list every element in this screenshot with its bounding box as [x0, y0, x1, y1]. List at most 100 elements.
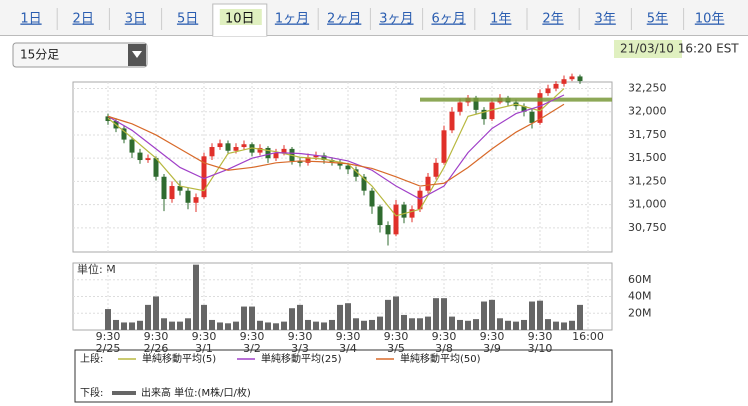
x-tick-label: 9:30: [192, 330, 217, 343]
candle-body: [281, 148, 287, 153]
volume-bar: [113, 319, 119, 330]
candle-body: [129, 139, 135, 153]
legend-box: [74, 349, 613, 403]
tab-bar: [0, 0, 748, 36]
x-tick-label: 16:00: [572, 330, 604, 343]
volume-bar: [577, 304, 583, 330]
candle-body: [561, 79, 567, 84]
volume-bar: [433, 298, 439, 330]
volume-bar: [209, 319, 215, 330]
candle-body: [553, 83, 559, 89]
x-tick-date: 3/10: [528, 342, 553, 355]
x-tick-label: 9:30: [288, 330, 313, 343]
tab[interactable]: 5年: [647, 12, 668, 27]
candle-body: [545, 88, 551, 94]
tab[interactable]: 6ヶ月: [431, 12, 465, 27]
volume-bar: [425, 316, 431, 330]
volume-bar: [329, 319, 335, 330]
candle-body: [305, 157, 311, 163]
tab[interactable]: 10日: [225, 12, 255, 27]
tab[interactable]: 3日: [125, 12, 146, 27]
volume-bar: [441, 298, 447, 330]
tab[interactable]: 5日: [177, 12, 198, 27]
y-tick-label: 30,750: [628, 221, 667, 234]
volume-bar: [321, 322, 327, 330]
x-tick-label: 9:30: [432, 330, 457, 343]
volume-bar: [457, 319, 463, 330]
x-tick-label: 9:30: [336, 330, 361, 343]
tab[interactable]: 2年: [542, 12, 563, 27]
tab[interactable]: 10年: [695, 12, 725, 27]
candle-body: [481, 109, 487, 120]
x-tick-date: 3/2: [243, 342, 261, 355]
candle-body: [265, 147, 271, 159]
tab[interactable]: 3ヶ月: [379, 12, 413, 27]
x-tick-label: 9:30: [144, 330, 169, 343]
candle-body: [273, 152, 279, 159]
y-tick-label: 31,750: [628, 128, 667, 141]
volume-bar: [353, 318, 359, 330]
volume-bar: [497, 318, 503, 330]
volume-bar: [465, 320, 471, 330]
candle-body: [569, 76, 575, 80]
tab[interactable]: 1ヶ月: [275, 12, 309, 27]
volume-bar: [521, 319, 527, 330]
volume-bar: [361, 320, 367, 330]
tab[interactable]: 2ヶ月: [327, 12, 361, 27]
candle-body: [577, 76, 583, 82]
tab[interactable]: 1年: [490, 12, 511, 27]
candle-body: [161, 176, 167, 200]
x-tick-date: 3/8: [435, 342, 453, 355]
candle-body: [201, 156, 207, 198]
dropdown[interactable]: [12, 42, 148, 68]
tab[interactable]: 3年: [595, 12, 616, 27]
volume-bar: [121, 322, 127, 330]
volume-bar: [513, 321, 519, 330]
candle-body: [345, 165, 351, 170]
x-tick-date: 3/3: [291, 342, 309, 355]
candle-body: [153, 158, 159, 177]
candle-body: [441, 130, 447, 163]
dropdown-label: 15分足: [20, 48, 59, 62]
candle-body: [521, 106, 527, 112]
volume-bar: [273, 323, 279, 330]
timestamp: 21/03/10 16:20 EST: [620, 42, 739, 56]
volume-bar: [233, 321, 239, 330]
legend-label: 出来高 単位:(M株/口/枚): [141, 386, 251, 399]
candle-body: [241, 144, 247, 148]
candle-body: [257, 147, 263, 153]
highlight: [219, 9, 262, 25]
volume-bar: [265, 322, 271, 330]
candle-body: [385, 225, 391, 235]
ma-line: [107, 94, 565, 200]
legend-upper-label: 上段:: [80, 352, 103, 365]
candle-body: [457, 102, 463, 112]
volume-bar: [129, 322, 135, 330]
volume-bar: [137, 320, 143, 330]
volume-bar: [217, 322, 223, 330]
volume-bar: [537, 300, 543, 330]
tab[interactable]: 2日: [73, 12, 94, 27]
candle-body: [353, 169, 359, 177]
candle-body: [489, 102, 495, 120]
volume-bar: [473, 319, 479, 330]
volume-bar: [385, 299, 391, 330]
tab[interactable]: 1日: [20, 12, 41, 27]
volume-bar: [409, 318, 415, 330]
ma-line: [107, 103, 565, 187]
x-tick-date: 2/26: [144, 342, 169, 355]
legend-label: 単純移動平均(5): [142, 352, 216, 365]
volume-bar: [193, 264, 199, 330]
volume-bar: [561, 322, 567, 330]
volume-bar: [489, 299, 495, 330]
volume-unit: 単位: M: [77, 262, 116, 276]
candle-body: [377, 206, 383, 226]
legend-label: 単純移動平均(50): [400, 352, 481, 365]
candle-body: [417, 190, 423, 210]
x-tick-date: 2/25: [96, 342, 121, 355]
candle-body: [425, 176, 431, 191]
volume-bar: [345, 303, 351, 330]
y-tick-label: 32,000: [628, 105, 667, 118]
x-tick-date: 3/9: [483, 342, 501, 355]
